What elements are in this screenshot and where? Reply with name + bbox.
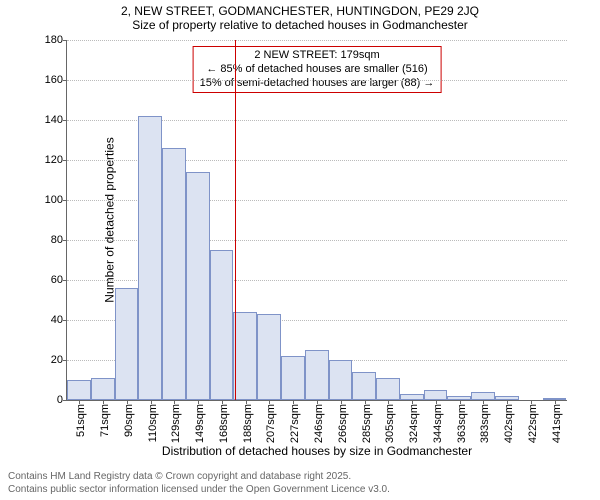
x-tick-label: 110sqm [147,404,159,442]
footer-line2: Contains public sector information licen… [8,484,390,497]
x-tick-label: 285sqm [361,404,373,443]
footer-attribution: Contains HM Land Registry data © Crown c… [8,471,390,496]
chart-title-block: 2, NEW STREET, GODMANCHESTER, HUNTINGDON… [0,0,600,33]
x-tick-label: 383sqm [479,404,491,443]
y-tick-label: 60 [51,274,67,286]
y-tick-label: 80 [51,234,67,246]
y-tick-label: 120 [45,154,67,166]
x-tick-label: 324sqm [408,404,420,443]
gridline [67,40,567,41]
y-tick-label: 160 [45,74,67,86]
x-tick-label: 422sqm [527,404,539,443]
histogram-bar [186,172,210,400]
x-tick-label: 441sqm [551,404,563,443]
x-tick-label: 246sqm [313,404,325,443]
y-tick-label: 140 [45,114,67,126]
x-tick-label: 402sqm [503,404,515,443]
chart-stage: Number of detached properties Distributi… [50,40,590,450]
x-tick-label: 344sqm [432,404,444,443]
x-tick-label: 168sqm [218,404,230,443]
x-tick-label: 51sqm [75,404,87,437]
histogram-bar [233,312,257,400]
y-tick-label: 180 [45,34,67,46]
marker-line [235,40,236,400]
x-tick-label: 305sqm [384,404,396,443]
y-tick-label: 0 [57,394,67,406]
histogram-bar [91,378,115,400]
x-tick-label: 188sqm [242,404,254,443]
histogram-bar [281,356,305,400]
x-tick-label: 363sqm [456,404,468,443]
title-address: 2, NEW STREET, GODMANCHESTER, HUNTINGDON… [0,4,600,18]
histogram-bar [305,350,329,400]
histogram-bar [162,148,186,400]
x-tick-label: 149sqm [194,404,206,443]
y-axis-label: Number of detached properties [103,137,117,302]
gridline [67,80,567,81]
histogram-bar [352,372,376,400]
histogram-bar [138,116,162,400]
callout-box: 2 NEW STREET: 179sqm ← 85% of detached h… [193,46,442,93]
histogram-bar [376,378,400,400]
footer-line1: Contains HM Land Registry data © Crown c… [8,471,390,484]
histogram-bar [471,392,495,400]
x-tick-label: 71sqm [99,404,111,437]
x-tick-label: 207sqm [265,404,277,443]
histogram-bar [115,288,139,400]
histogram-bar [257,314,281,400]
y-tick-label: 100 [45,194,67,206]
y-tick-label: 20 [51,354,67,366]
y-tick-label: 40 [51,314,67,326]
histogram-bar [210,250,234,400]
plot-area: Number of detached properties Distributi… [66,40,567,401]
x-tick-label: 266sqm [337,404,349,443]
x-tick-label: 90sqm [123,404,135,437]
histogram-bar [329,360,353,400]
title-subtitle: Size of property relative to detached ho… [0,18,600,32]
histogram-bar [67,380,91,400]
histogram-bar [424,390,448,400]
x-tick-label: 129sqm [170,404,182,443]
x-axis-label: Distribution of detached houses by size … [162,444,472,458]
x-tick-label: 227sqm [289,404,301,443]
